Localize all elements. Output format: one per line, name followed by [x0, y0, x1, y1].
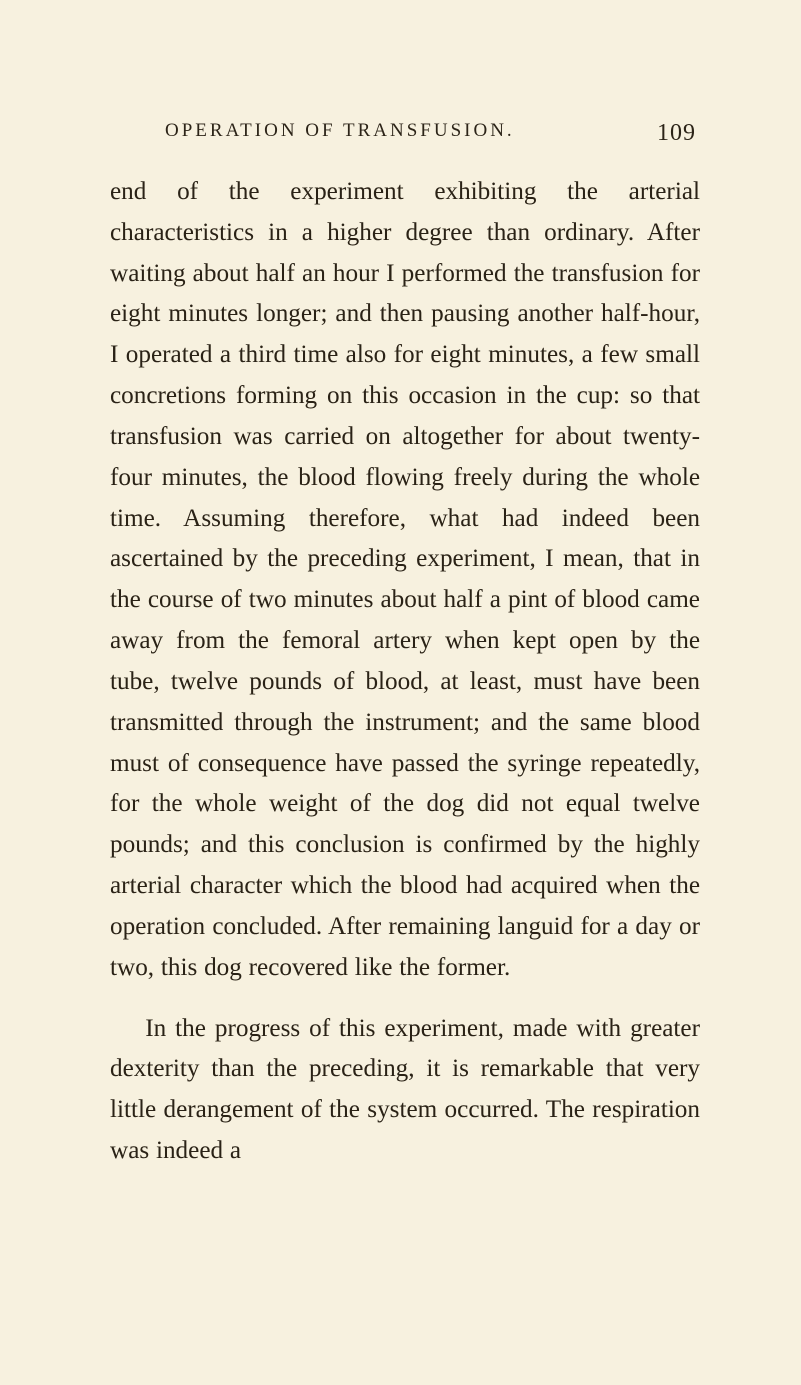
- scanned-page: OPERATION OF TRANSFUSION. 109 end of the…: [0, 0, 801, 1385]
- page-number: 109: [657, 120, 696, 147]
- running-head: OPERATION OF TRANSFUSION.: [165, 120, 515, 142]
- paragraph-2: In the progress of this experiment, made…: [110, 1009, 700, 1172]
- body-text-block: end of the experiment exhibiting the art…: [110, 172, 700, 1172]
- paragraph-1: end of the experiment exhibiting the art…: [110, 172, 700, 989]
